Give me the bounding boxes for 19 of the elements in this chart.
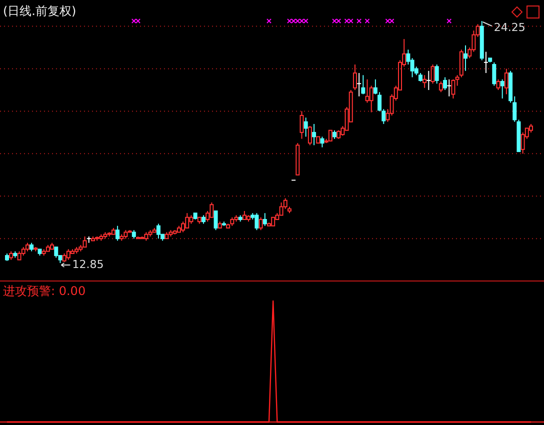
chart-title: (日线.前复权) xyxy=(3,4,76,18)
annotation: 12.85 xyxy=(72,258,104,271)
candlestick xyxy=(304,117,308,138)
chart-title: 进攻预警: 0.00 xyxy=(3,284,86,298)
candlestick xyxy=(472,30,476,52)
candlestick xyxy=(426,70,432,90)
candlestick xyxy=(480,20,484,61)
candlestick xyxy=(422,74,427,88)
candlestick xyxy=(262,212,267,226)
candlestick xyxy=(459,49,464,78)
candlestick xyxy=(410,58,414,78)
candlestick xyxy=(356,72,362,97)
candlestick xyxy=(300,110,304,140)
candlestick xyxy=(320,136,324,148)
candlestick xyxy=(312,123,316,146)
annotation: 24.25 xyxy=(494,21,526,34)
candlestick xyxy=(483,51,488,74)
candlestick xyxy=(464,44,468,72)
candlestick xyxy=(66,248,70,260)
